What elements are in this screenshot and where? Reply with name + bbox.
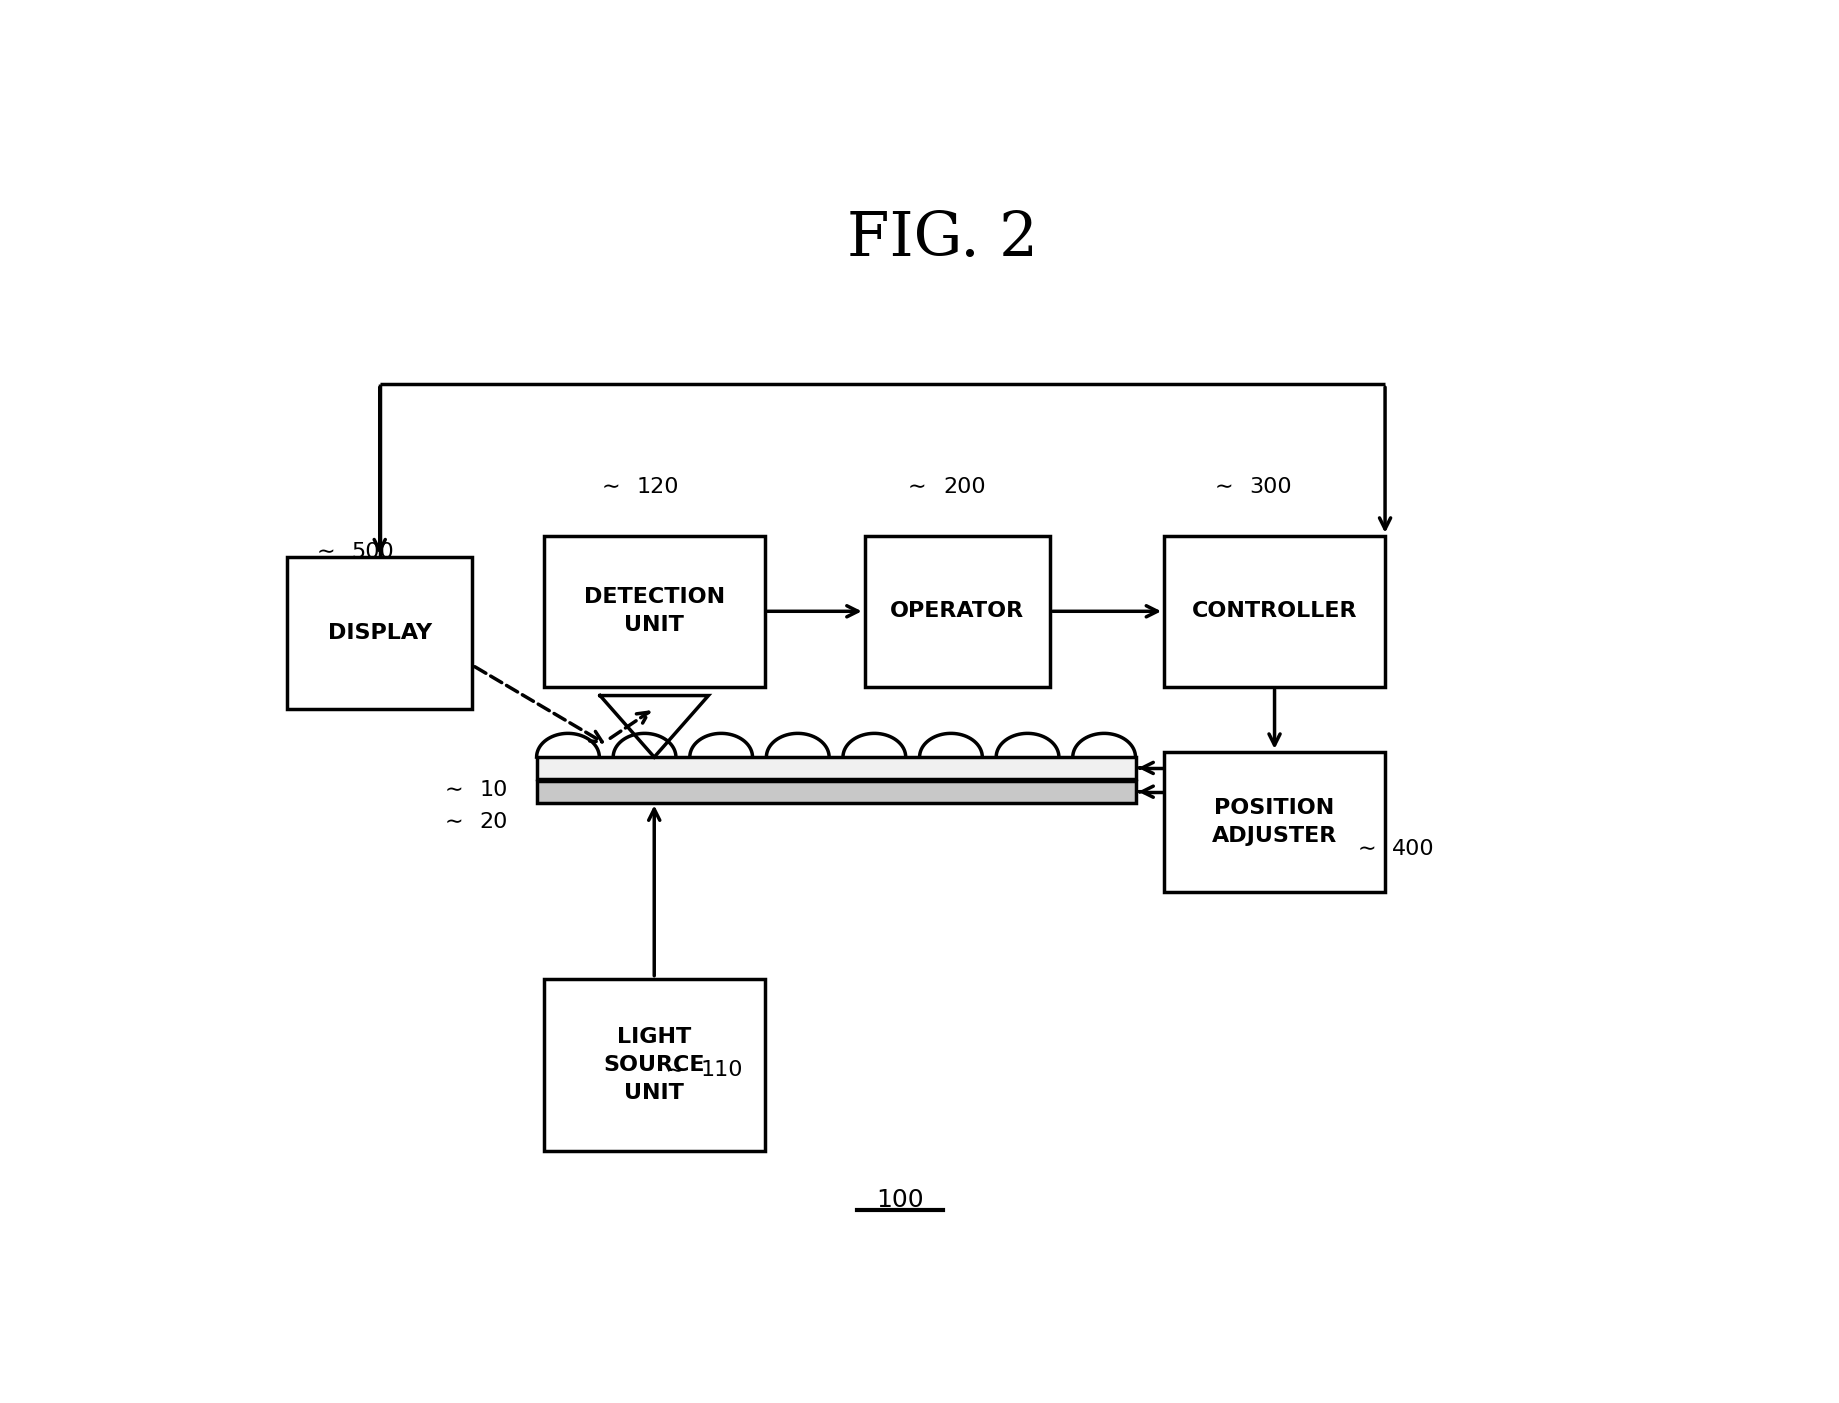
Text: ∼: ∼	[601, 477, 620, 497]
Text: OPERATOR: OPERATOR	[890, 602, 1024, 622]
Text: ∼: ∼	[1357, 839, 1376, 859]
Text: 100: 100	[875, 1188, 923, 1212]
Text: 300: 300	[1249, 477, 1291, 497]
Text: 20: 20	[480, 812, 508, 832]
FancyBboxPatch shape	[544, 979, 765, 1152]
Text: 10: 10	[480, 780, 508, 800]
Text: ∼: ∼	[907, 477, 927, 497]
Text: ∼: ∼	[1214, 477, 1232, 497]
Text: CONTROLLER: CONTROLLER	[1192, 602, 1357, 622]
Text: 200: 200	[943, 477, 986, 497]
FancyBboxPatch shape	[537, 758, 1135, 779]
FancyBboxPatch shape	[864, 536, 1050, 687]
Text: LIGHT
SOURCE
UNIT: LIGHT SOURCE UNIT	[603, 1027, 704, 1103]
FancyBboxPatch shape	[1164, 536, 1385, 687]
FancyBboxPatch shape	[537, 781, 1135, 803]
Text: DISPLAY: DISPLAY	[327, 623, 432, 643]
Text: FIG. 2: FIG. 2	[848, 209, 1037, 268]
FancyBboxPatch shape	[544, 536, 765, 687]
Text: 110: 110	[701, 1061, 743, 1080]
Text: DETECTION
UNIT: DETECTION UNIT	[583, 588, 725, 636]
Text: 500: 500	[351, 542, 394, 561]
Text: ∼: ∼	[666, 1061, 684, 1080]
Text: ∼: ∼	[445, 812, 463, 832]
Text: 400: 400	[1392, 839, 1434, 859]
Text: POSITION
ADJUSTER: POSITION ADJUSTER	[1212, 798, 1337, 846]
FancyBboxPatch shape	[1164, 752, 1385, 892]
Text: ∼: ∼	[316, 542, 335, 561]
Text: ∼: ∼	[445, 780, 463, 800]
FancyBboxPatch shape	[287, 557, 473, 709]
Text: 120: 120	[636, 477, 679, 497]
